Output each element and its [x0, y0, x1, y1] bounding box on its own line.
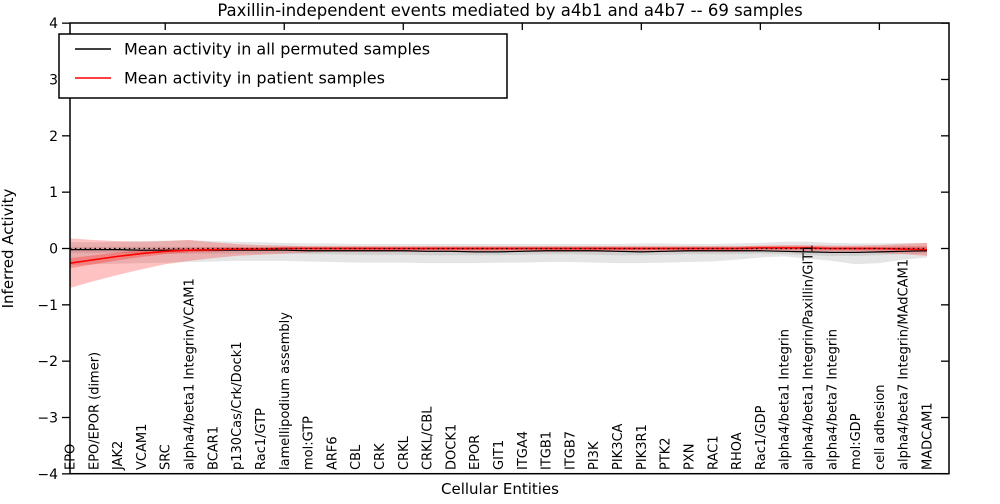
x-tick-label: PIK3CA	[611, 423, 626, 470]
x-tick-label: DOCK1	[444, 424, 459, 470]
x-tick-label: JAK2	[111, 441, 126, 471]
x-tick-label: SRC	[159, 444, 174, 470]
x-tick-label: EPOR	[468, 435, 483, 470]
y-tick-label: −4	[37, 467, 58, 483]
x-tick-label: CRKL/CBL	[421, 406, 436, 470]
y-tick-label: −3	[37, 411, 58, 427]
axes-frame	[69, 22, 950, 475]
x-tick-label: ARF6	[325, 436, 340, 470]
patient-mean-line	[69, 247, 928, 264]
x-tick-label: alpha4/beta1 Integrin/VCAM1	[183, 278, 198, 470]
y-tick-label: −2	[37, 354, 58, 370]
legend-box	[58, 33, 508, 99]
y-tick-label: −1	[37, 298, 58, 314]
legend-label-permuted: Mean activity in all permuted samples	[124, 40, 430, 59]
x-tick-label: PXN	[682, 444, 697, 470]
x-tick-label: p130Cas/Crk/Dock1	[230, 341, 245, 470]
x-axis-label: Cellular Entities	[441, 480, 559, 498]
chart-title: Paxillin-independent events mediated by …	[217, 1, 802, 20]
x-tick-label: Rac1/GDP	[754, 405, 769, 470]
x-tick-label: mol:GTP	[302, 416, 317, 470]
x-tick-label: PIK3R1	[635, 424, 650, 470]
x-tick-label: BCAR1	[206, 426, 221, 470]
x-tick-label: PI3K	[587, 441, 602, 470]
x-tick-label: MADCAM1	[921, 402, 936, 470]
x-tick-label: EPO	[64, 444, 79, 470]
y-tick-label: 3	[49, 72, 58, 88]
permuted-range-outer-band	[70, 240, 927, 266]
legend: Mean activity in all permuted samples Me…	[58, 33, 508, 99]
x-tick-label: mol:GDP	[849, 413, 864, 470]
x-tick-label: CBL	[349, 444, 364, 470]
confidence-bands	[70, 238, 927, 288]
x-tick-label: alpha4/beta7 Integrin/MAdCAM1	[897, 259, 912, 470]
y-tick-label: 4	[49, 16, 58, 32]
legend-label-patient: Mean activity in patient samples	[124, 69, 385, 88]
x-tick-label: GIT1	[492, 440, 507, 470]
x-tick-label: alpha4/beta1 Integrin	[778, 329, 793, 470]
x-tick-label: cell adhesion	[873, 384, 888, 470]
y-tick-labels: −4 −3 −2 −1 0 1 2 3 4	[37, 16, 58, 483]
y-tick-label: 1	[49, 185, 58, 201]
x-tick-labels: EPO EPO/EPOR (dimer) JAK2 VCAM1 SRC alpha4/be…	[64, 244, 936, 471]
y-tick-label: 2	[49, 129, 58, 145]
x-tick-label: RHOA	[730, 432, 745, 470]
x-tick-label: RAC1	[706, 435, 721, 470]
x-tick-label: ITGB1	[540, 431, 555, 470]
x-tick-label: PTK2	[659, 437, 674, 470]
y-axis-label: Inferred Activity	[0, 188, 17, 308]
x-tick-label: ITGA4	[516, 431, 531, 470]
series-lines	[69, 247, 928, 264]
x-tick-label: Rac1/GTP	[254, 408, 269, 470]
y-tick-label: 0	[49, 242, 58, 258]
x-tick-label: EPO/EPOR (dimer)	[87, 352, 102, 470]
x-tick-label: alpha4/beta7 Integrin	[825, 329, 840, 470]
x-tick-label: ITGB7	[563, 431, 578, 470]
x-tick-label: CRK	[373, 443, 388, 470]
x-tick-label: VCAM1	[135, 424, 150, 470]
x-tick-label: CRKL	[397, 435, 412, 470]
x-tick-label: lamellipodium assembly	[278, 312, 293, 470]
x-tick-label: alpha4/beta1 Integrin/Paxillin/GIT1	[801, 244, 816, 470]
